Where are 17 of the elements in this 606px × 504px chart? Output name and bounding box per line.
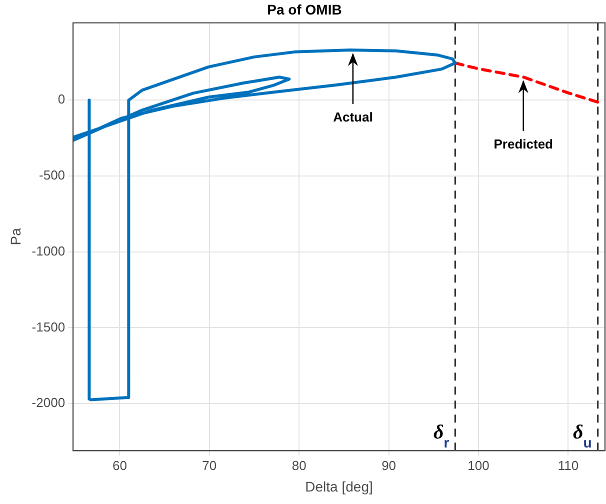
- y-tick-label: -500: [39, 168, 66, 183]
- y-tick-label: -2000: [32, 395, 66, 410]
- annotation: Predicted: [494, 136, 554, 152]
- x-tick-label: 80: [292, 458, 306, 473]
- x-tick-label: 60: [112, 458, 127, 473]
- x-tick-label: 100: [468, 458, 490, 473]
- x-tick-label: 110: [558, 458, 579, 473]
- y-tick-label: -1500: [32, 319, 66, 334]
- y-axis-title: Pa: [7, 228, 24, 246]
- x-axis-title: Delta [deg]: [305, 478, 373, 494]
- x-tick-label: 70: [202, 458, 217, 473]
- x-tick-label: 90: [382, 458, 396, 473]
- y-tick-label: 0: [58, 92, 66, 107]
- y-tick-label: -1000: [32, 243, 66, 258]
- annotation: Actual: [333, 110, 373, 125]
- line-series: [454, 62, 600, 104]
- chart-title: Pa of OMIB: [267, 1, 342, 18]
